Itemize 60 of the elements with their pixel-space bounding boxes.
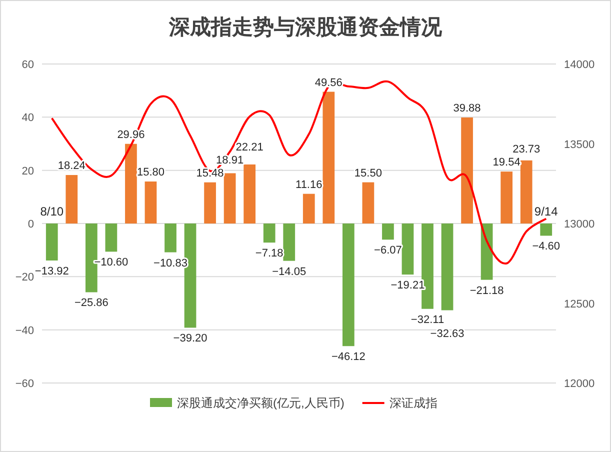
- data-label: −39.20: [173, 332, 208, 345]
- x-tick-label: 8/10: [40, 204, 64, 218]
- data-label: −32.11: [410, 314, 444, 326]
- data-label: −14.05: [272, 266, 306, 278]
- x-tick-label: 9/14: [534, 204, 558, 218]
- bar: [520, 160, 532, 224]
- bar: [402, 224, 414, 275]
- y2-tick-label: 12500: [564, 298, 595, 310]
- bar: [224, 173, 236, 224]
- bar: [322, 92, 335, 224]
- y-tick-label: −40: [15, 324, 34, 337]
- data-label: 19.54: [492, 156, 520, 169]
- bar: [461, 117, 473, 224]
- data-label: −25.86: [74, 297, 108, 310]
- y2-tick-label: 14000: [564, 59, 595, 71]
- y-tick-label: 20: [22, 165, 34, 178]
- bar: [164, 224, 176, 252]
- bar: [204, 182, 216, 224]
- y-tick-label: −60: [15, 378, 34, 390]
- legend-label: 深证成指: [389, 396, 438, 410]
- bar: [125, 144, 137, 224]
- bar: [382, 224, 394, 240]
- data-label: 23.73: [512, 144, 540, 156]
- chart-title: 深成指走势与深股通资金情况: [168, 16, 443, 39]
- y-tick-label: 0: [28, 218, 34, 230]
- data-label: −32.63: [430, 328, 464, 340]
- data-label: 22.21: [236, 141, 264, 154]
- data-label: −21.18: [470, 284, 504, 297]
- bar: [283, 224, 296, 261]
- data-label: −6.07: [374, 244, 402, 257]
- data-label: 39.88: [453, 102, 481, 114]
- data-label: 11.16: [296, 178, 322, 191]
- bar: [362, 182, 374, 224]
- bar: [342, 224, 354, 346]
- bar: [105, 224, 118, 252]
- data-label: −13.92: [34, 266, 69, 278]
- data-label: 18.24: [58, 160, 86, 172]
- bar: [144, 182, 157, 224]
- bar: [263, 224, 276, 243]
- data-label: −7.18: [255, 248, 284, 260]
- bar: [441, 224, 454, 310]
- data-label: 49.56: [314, 76, 342, 89]
- bar: [302, 194, 315, 224]
- y2-tick-label: 13500: [564, 138, 595, 151]
- bar: [500, 172, 513, 224]
- bar: [66, 175, 78, 224]
- data-label: 15.48: [196, 167, 224, 180]
- data-label: −46.12: [331, 351, 366, 364]
- data-label: −4.60: [532, 240, 560, 253]
- bar: [540, 224, 552, 236]
- legend-label: 深股通成交净买额(亿元,人民币): [177, 396, 344, 410]
- bar: [244, 164, 256, 224]
- y2-tick-label: 12000: [564, 378, 595, 390]
- bar: [46, 224, 58, 261]
- y-tick-label: −20: [15, 272, 34, 284]
- data-label: 15.50: [354, 167, 382, 180]
- data-label: 15.80: [136, 166, 164, 178]
- y-tick-label: 40: [22, 112, 34, 124]
- y-tick-label: 60: [22, 59, 34, 71]
- y2-tick-label: 13000: [564, 218, 595, 230]
